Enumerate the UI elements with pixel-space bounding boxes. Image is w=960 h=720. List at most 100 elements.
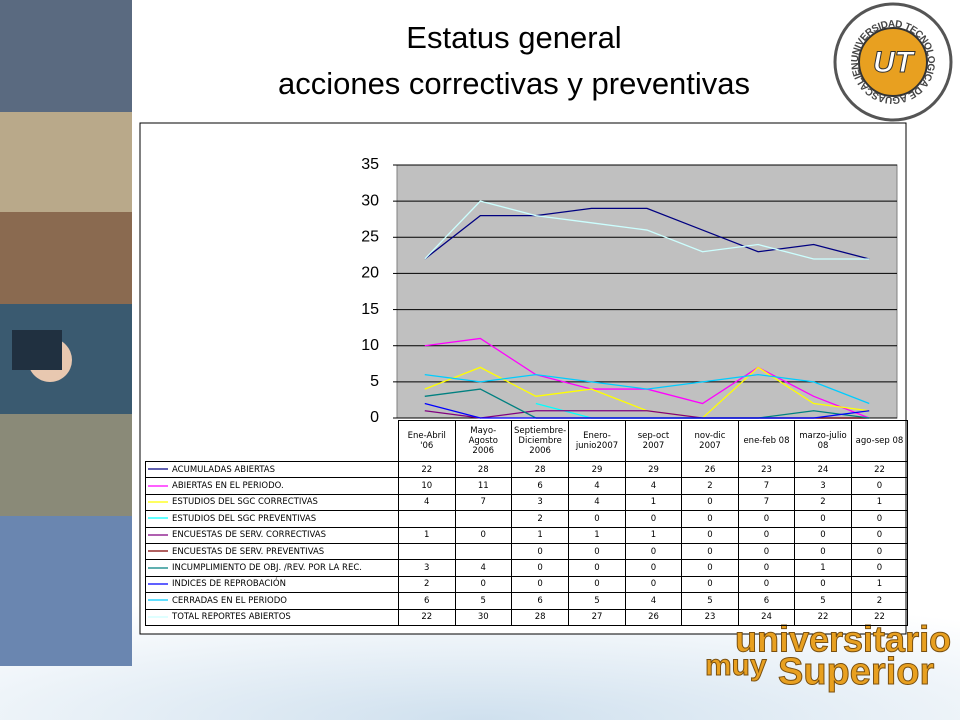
legend-key [148, 501, 168, 503]
value-cell: 5 [794, 592, 852, 610]
value-cell: 2 [850, 592, 909, 610]
series-line [424, 200, 870, 260]
series-line [424, 373, 870, 405]
category-label: ene-feb 08 [737, 420, 796, 462]
series-line [424, 207, 870, 260]
value-cell: 0 [850, 559, 909, 577]
category-label: Mayo-Agosto 2006 [454, 420, 512, 462]
series-row: ENCUESTAS DE SERV. CORRECTIVAS 1 0 1 1 1 0 0 0 0 [145, 526, 909, 544]
legend-cell: ESTUDIOS DEL SGC CORRECTIVAS [145, 493, 399, 512]
value-cell: 2 [398, 575, 456, 594]
category-label: sep-oct 2007 [624, 420, 683, 462]
value-cell: 26 [624, 608, 683, 626]
value-cell: 0 [737, 510, 796, 528]
legend-key [148, 599, 168, 601]
legend-key [148, 616, 168, 618]
legend-cell: ACUMULADAS ABIERTAS [145, 460, 399, 479]
value-cell: 28 [510, 608, 570, 626]
slogan-superior: Superior [778, 651, 934, 693]
legend-label: INDICES DE REPROBACIÓN [172, 579, 286, 590]
series-row: TOTAL REPORTES ABIERTOS 22 30 28 27 26 23 24 22 2… [145, 608, 909, 626]
value-cell: 0 [568, 559, 626, 577]
value-cell: 29 [568, 460, 626, 479]
photo-strip [0, 0, 132, 666]
value-cell: 4 [568, 477, 626, 495]
title: Estatus general [406, 20, 621, 55]
value-cell: 0 [568, 510, 626, 528]
category-label: Septiembre-Diciembre 2006 [510, 420, 570, 462]
legend-label: CERRADAS EN EL PERIODO [172, 595, 287, 606]
legend-label: ENCUESTAS DE SERV. CORRECTIVAS [172, 530, 326, 541]
legend-key [148, 566, 168, 569]
series-row: ESTUDIOS DEL SGC PREVENTIVAS 2 0 0 0 0 0 0 [145, 510, 909, 528]
value-cell: 0 [794, 575, 852, 594]
value-cell: 0 [568, 542, 626, 561]
value-cell: 4 [454, 559, 512, 577]
value-cell: 24 [794, 460, 852, 479]
value-cell: 0 [510, 559, 570, 577]
series-row: CERRADAS EN EL PERIODO 6 5 6 5 4 5 6 5 2 [145, 592, 909, 610]
value-cell: 0 [624, 575, 683, 594]
value-cell: 3 [794, 477, 852, 495]
legend-key [148, 583, 168, 585]
value-cell: 0 [850, 526, 909, 544]
y-tick-label: 0 [370, 409, 379, 426]
value-cell: 23 [737, 460, 796, 479]
data-table: Ene-Abril '06 Mayo-Agosto 2006 Septiembre-… [145, 420, 909, 626]
series-row: ENCUESTAS DE SERV. PREVENTIVAS 0 0 0 0 0 0 0 [145, 542, 909, 561]
value-cell: 4 [398, 493, 456, 512]
slogan: universitario muy Superior [705, 618, 952, 694]
value-cell: 0 [568, 575, 626, 594]
value-cell: 0 [454, 575, 512, 594]
value-cell: 24 [737, 608, 796, 626]
y-tick-label: 10 [361, 337, 379, 354]
value-cell: 28 [454, 460, 512, 479]
value-cell: 23 [681, 608, 739, 626]
category-label: nov-dic 2007 [681, 420, 739, 462]
legend-key [148, 484, 168, 487]
legend-cell: ENCUESTAS DE SERV. CORRECTIVAS [145, 526, 399, 544]
value-cell: 0 [681, 542, 739, 561]
subtitle: acciones correctivas y preventivas [278, 66, 750, 101]
value-cell: 1 [624, 493, 683, 512]
value-cell: 5 [681, 592, 739, 610]
value-cell: 6 [510, 477, 570, 495]
value-cell: 0 [681, 526, 739, 544]
value-cell: 1 [850, 575, 909, 594]
legend-label: INCUMPLIMIENTO DE OBJ. /REV. POR LA REC. [172, 563, 362, 574]
series-row: INCUMPLIMIENTO DE OBJ. /REV. POR LA REC.… [145, 559, 909, 577]
category-label: ago-sep 08 [850, 420, 909, 462]
value-cell: 10 [398, 477, 456, 495]
value-cell: 5 [454, 592, 512, 610]
value-cell: 22 [850, 460, 909, 479]
series-row: INDICES DE REPROBACIÓN 2 0 0 0 0 0 0 0 1 [145, 575, 909, 594]
value-cell: 0 [681, 575, 739, 594]
legend-cell: INDICES DE REPROBACIÓN [145, 575, 399, 594]
legend-label: TOTAL REPORTES ABIERTOS [172, 612, 291, 623]
y-tick-label: 20 [361, 265, 379, 282]
value-cell: 11 [454, 477, 512, 495]
value-cell: 0 [850, 510, 909, 528]
value-cell: 29 [624, 460, 683, 479]
legend-key [148, 517, 168, 520]
value-cell: 5 [568, 592, 626, 610]
legend-cell: CERRADAS EN EL PERIODO [145, 592, 399, 610]
series-row: ESTUDIOS DEL SGC CORRECTIVAS 4 7 3 4 1 0 7 2 1 [145, 493, 909, 512]
value-cell: 22 [398, 608, 456, 626]
value-cell [398, 542, 456, 561]
y-tick-label: 15 [361, 301, 379, 318]
value-cell: 1 [794, 559, 852, 577]
value-cell: 0 [510, 542, 570, 561]
value-cell: 0 [737, 559, 796, 577]
plot-area [396, 164, 898, 419]
value-cell: 22 [794, 608, 852, 626]
category-label: Enero-junio2007 [568, 420, 626, 462]
value-cell: 6 [737, 592, 796, 610]
value-cell: 1 [850, 493, 909, 512]
header-row: Ene-Abril '06 Mayo-Agosto 2006 Septiembre-… [146, 420, 909, 462]
category-label: marzo-julio 08 [794, 420, 852, 462]
legend-key [148, 534, 168, 536]
value-cell: 0 [737, 575, 796, 594]
legend-label: ESTUDIOS DEL SGC CORRECTIVAS [172, 497, 318, 508]
